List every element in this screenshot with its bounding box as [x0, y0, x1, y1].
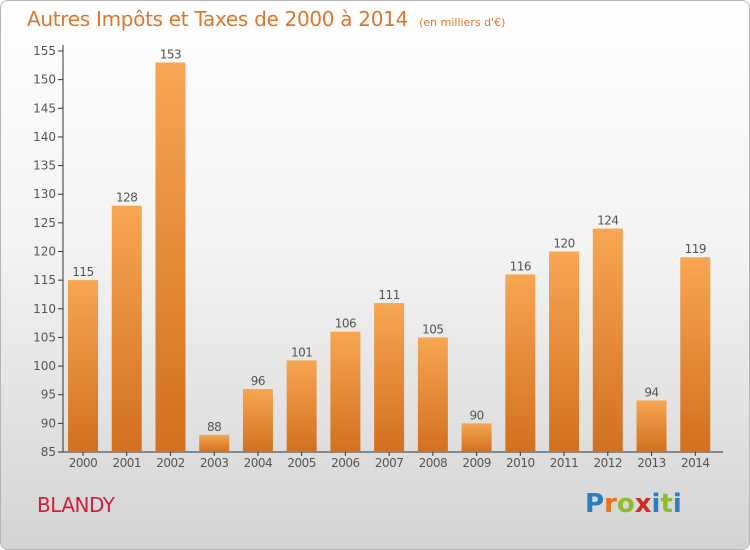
x-tick-label: 2013 [637, 456, 666, 470]
bar-2004 [242, 388, 273, 452]
chart-unit-label: (en milliers d'€) [419, 16, 506, 29]
y-tick-label: 100 [33, 359, 56, 373]
y-tick-label: 115 [33, 273, 56, 287]
bar-2010 [505, 274, 536, 452]
bar-value-label: 106 [335, 317, 356, 331]
x-tick-label: 2003 [200, 456, 229, 470]
bar-value-label: 128 [116, 191, 137, 205]
y-tick-label: 125 [33, 216, 56, 230]
y-tick-label: 130 [33, 187, 56, 201]
y-tick-label: 155 [33, 44, 56, 58]
bar-2000 [68, 280, 98, 452]
bar-2014 [680, 257, 711, 452]
bar-2003 [199, 434, 230, 452]
bar-value-label: 90 [469, 408, 483, 422]
x-tick-label: 2011 [550, 456, 579, 470]
bar-2013 [636, 400, 667, 452]
bar-value-label: 105 [422, 322, 443, 336]
bar-value-label: 124 [597, 214, 618, 228]
bar-2011 [549, 251, 580, 452]
bar-2012 [592, 228, 623, 452]
bar-value-label: 115 [72, 265, 93, 279]
bar-2001 [111, 205, 142, 452]
bar-value-label: 101 [291, 345, 312, 359]
bar-2008 [417, 337, 448, 452]
proxiti-logo: Proxiti [585, 489, 682, 519]
bar-value-label: 111 [378, 288, 399, 302]
y-tick-label: 145 [33, 101, 56, 115]
logo-letter: r [604, 489, 617, 519]
chart-title: Autres Impôts et Taxes de 2000 à 2014 [27, 7, 408, 31]
logo-letter: t [660, 489, 673, 519]
bar-value-label: 119 [685, 242, 706, 256]
x-tick-label: 2004 [244, 456, 273, 470]
x-tick-label: 2010 [506, 456, 535, 470]
x-tick-label: 2000 [69, 456, 98, 470]
x-tick-label: 2006 [331, 456, 360, 470]
bar-2006 [330, 331, 361, 452]
logo-letter: o [616, 489, 635, 519]
x-tick-label: 2002 [156, 456, 185, 470]
bar-value-label: 153 [160, 47, 181, 61]
bar-value-label: 116 [510, 259, 531, 273]
bar-value-label: 94 [644, 385, 658, 399]
bar-2005 [286, 360, 317, 452]
logo-letter: P [585, 489, 605, 519]
bar-value-label: 88 [207, 420, 221, 434]
x-tick-label: 2001 [112, 456, 141, 470]
x-tick-label: 2012 [594, 456, 623, 470]
y-tick-label: 90 [41, 416, 56, 430]
logo-letter: x [634, 489, 652, 519]
y-tick-label: 95 [41, 388, 56, 402]
bar-value-label: 120 [553, 237, 574, 251]
x-tick-label: 2009 [462, 456, 491, 470]
y-tick-label: 135 [33, 159, 56, 173]
town-name: BLANDY [37, 493, 115, 517]
y-tick-label: 85 [41, 445, 56, 459]
logo-letter: i [651, 489, 661, 519]
y-tick-label: 140 [33, 130, 56, 144]
x-tick-label: 2007 [375, 456, 404, 470]
bar-value-label: 96 [251, 374, 265, 388]
bar-2002 [155, 62, 186, 452]
chart-title-row: Autres Impôts et Taxes de 2000 à 2014 (e… [27, 7, 505, 31]
y-tick-label: 150 [33, 73, 56, 87]
bar-2007 [374, 303, 405, 452]
logo-letter: i [672, 489, 682, 519]
bar-2009 [461, 423, 492, 452]
y-tick-label: 105 [33, 330, 56, 344]
y-tick-label: 120 [33, 245, 56, 259]
x-tick-label: 2005 [287, 456, 316, 470]
y-tick-label: 110 [33, 302, 56, 316]
x-tick-label: 2014 [681, 456, 710, 470]
x-tick-label: 2008 [419, 456, 448, 470]
